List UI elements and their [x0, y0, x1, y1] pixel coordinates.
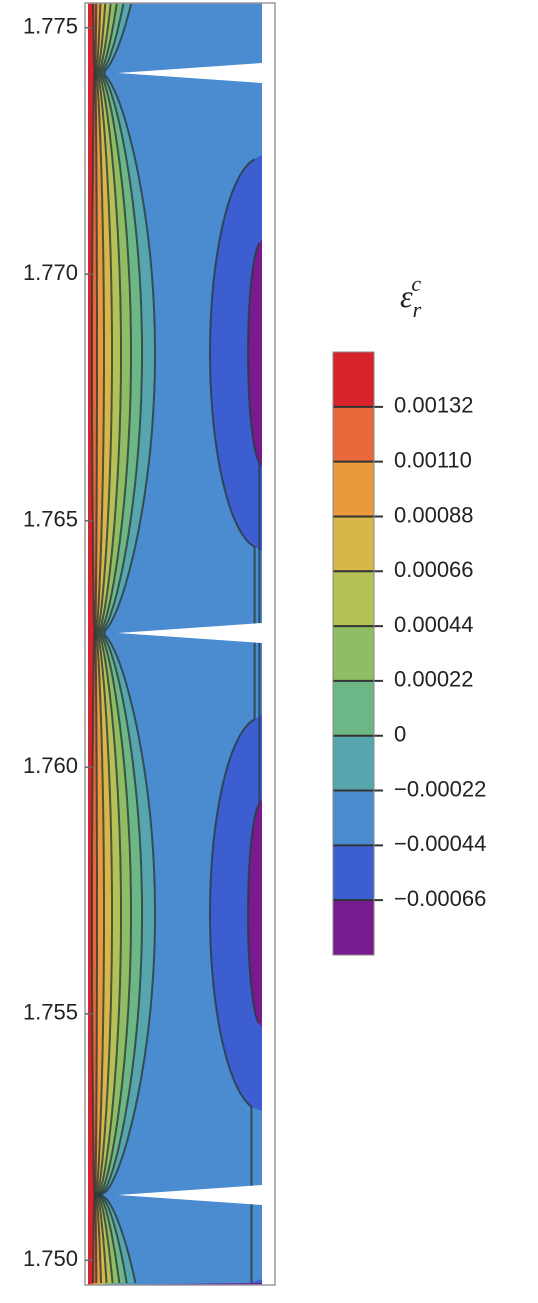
y-tick-label: 1.775 — [23, 13, 78, 38]
colorbar-title-sup: c — [411, 271, 421, 296]
colorbar-band — [333, 680, 374, 736]
contour-band — [88, 3, 95, 1285]
colorbar-title-sub: r — [413, 297, 422, 322]
colorbar-band — [333, 571, 374, 627]
contour-line — [99, 2, 156, 1284]
y-tick-label: 1.760 — [23, 753, 78, 778]
colorbar-tick-label: 0.00110 — [394, 447, 472, 472]
y-tick-label: 1.750 — [23, 1246, 78, 1271]
contour-line — [94, 2, 105, 1284]
gap — [118, 63, 262, 83]
y-tick-label: 1.770 — [23, 260, 78, 285]
contour-line — [95, 2, 113, 1284]
plot-margin — [262, 3, 275, 1285]
colorbar-band — [333, 352, 374, 407]
contour-line — [98, 2, 143, 1284]
colorbar-tick-label: 0.00022 — [394, 667, 474, 692]
colorbar-tick-label: 0.00044 — [394, 612, 474, 637]
colorbar-band — [333, 626, 374, 681]
colorbar-band — [333, 406, 374, 462]
contour-line — [97, 2, 132, 1284]
y-tick-label: 1.755 — [23, 1000, 78, 1025]
colorbar-band — [333, 735, 374, 791]
colorbar-tick-label: 0.00088 — [394, 502, 474, 527]
colorbar-band — [333, 900, 374, 955]
colorbar-band — [333, 790, 374, 846]
gap — [118, 623, 262, 643]
plot-frame — [84, 2, 276, 1286]
colorbar-title-main: ε — [400, 278, 413, 314]
colorbar-tick-label: −0.00022 — [394, 776, 486, 801]
colorbar-tick-label: −0.00066 — [394, 886, 486, 911]
contour-line — [91, 3, 96, 1283]
contour-line — [209, 158, 256, 1283]
colorbar-band — [333, 845, 374, 901]
colorbar-tick-label: −0.00044 — [394, 831, 486, 856]
colorbar-band — [333, 516, 374, 572]
colorbar-title: εrc — [400, 271, 422, 322]
colorbar-tick-label: 0.00066 — [394, 557, 474, 582]
colorbar-tick-label: 0.00132 — [394, 393, 474, 418]
contour-line — [94, 3, 98, 1283]
colorbar-frame — [332, 351, 375, 956]
colorbar-band — [333, 461, 374, 517]
contour-line — [96, 2, 122, 1284]
gap — [118, 1185, 262, 1205]
y-tick-label: 1.765 — [23, 507, 78, 532]
colorbar-tick-label: 0 — [394, 722, 406, 747]
